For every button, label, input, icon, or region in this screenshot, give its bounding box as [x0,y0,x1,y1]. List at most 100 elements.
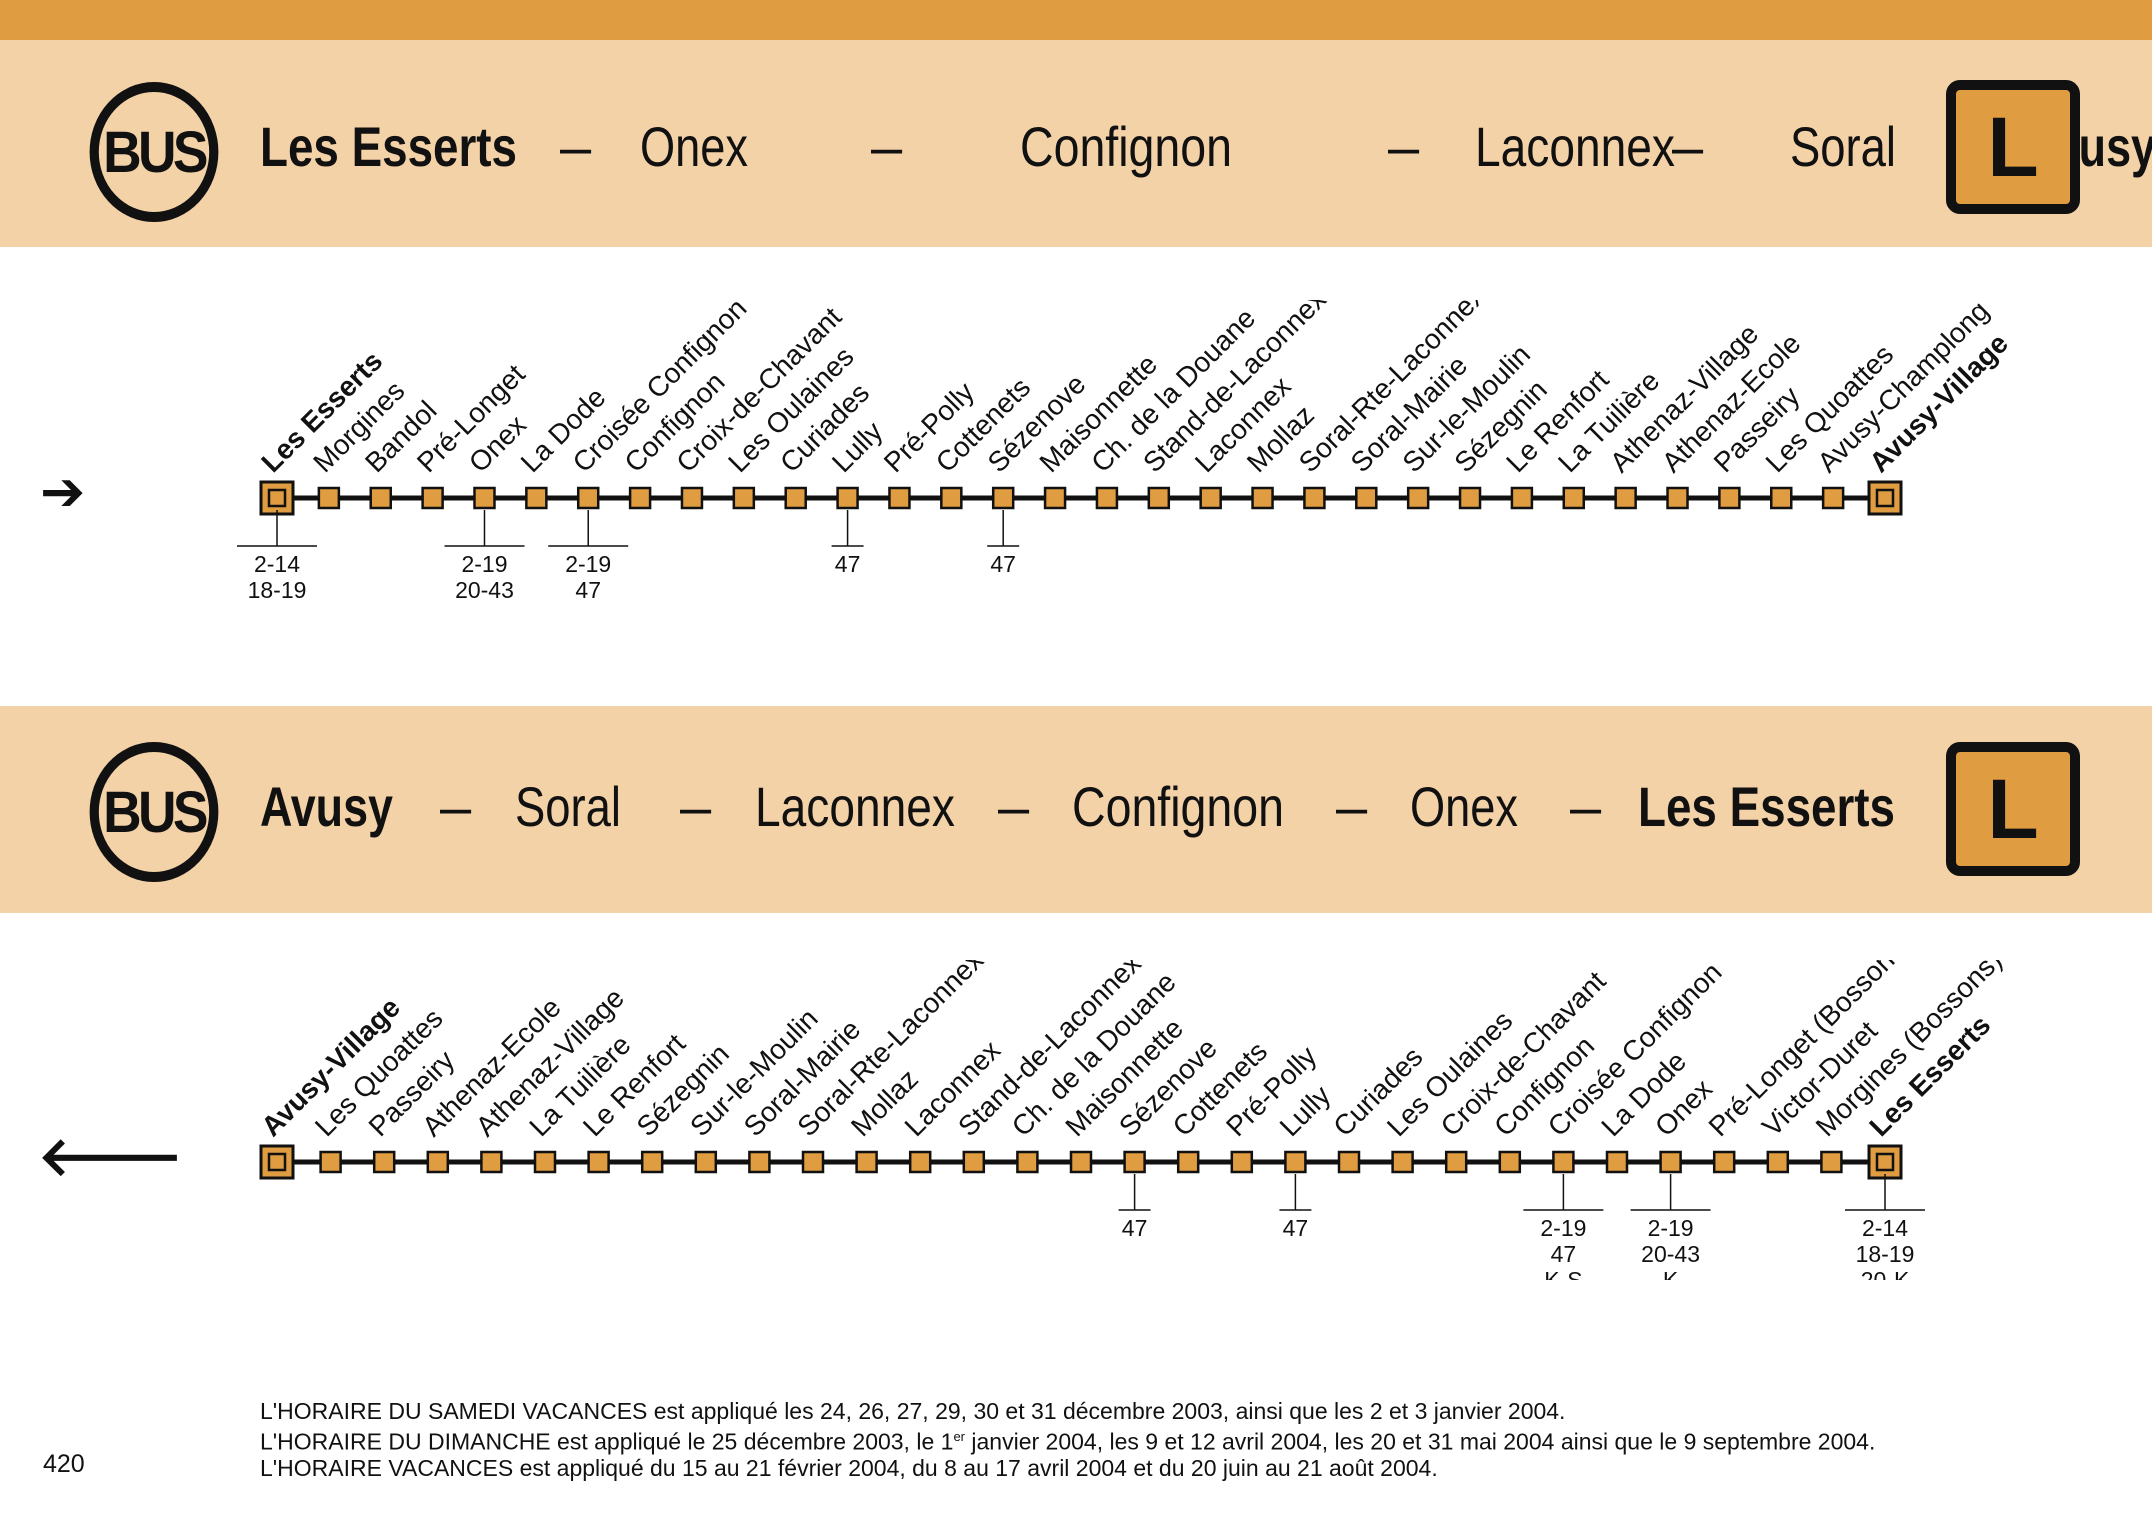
line-badge: L [1946,742,2080,876]
stop-marker [1867,480,1903,516]
stop-marker [1766,1150,1790,1174]
title-separator: – [998,774,1030,838]
stop-marker [1458,486,1482,510]
stop-marker [855,1150,878,1174]
stop-marker [801,1150,825,1174]
top-accent-bar [0,0,2152,40]
connection-info: 47 [831,510,864,577]
stop-marker [317,486,341,510]
stop-marker [748,1150,771,1174]
connection-line-label: 2-19 [565,551,611,577]
connection-line-label: K [1663,1267,1679,1280]
stop-marker [1666,486,1689,510]
connection-line-label: 2-19 [1648,1215,1694,1241]
connection-line-label: 47 [990,551,1016,577]
stop-marker [369,486,392,510]
title-separator: – [1672,114,1704,178]
stop-marker [1552,1150,1575,1174]
stop-marker [784,486,807,510]
stop-marker [1712,1150,1736,1174]
stop-marker [991,486,1015,510]
schedule-footnotes: L'HORAIRE DU SAMEDI VACANCES est appliqu… [260,1398,1875,1481]
title-stop-name: Onex [1410,774,1518,838]
stop-marker [576,486,600,510]
stop-marker [587,1150,610,1174]
connection-line-label: K-S [1544,1267,1582,1280]
stop-marker [1147,486,1171,510]
stop-diagram-outbound: Les Esserts2-1418-1920-KMorginesBandolPr… [237,300,2014,600]
stop-marker [533,1150,557,1174]
stop-marker [1659,1150,1682,1174]
stop-marker [1251,486,1274,510]
connection-line-label: 47 [1283,1215,1309,1241]
title-separator: – [1570,774,1602,838]
stop-marker [1510,486,1534,510]
page-number: 420 [43,1450,85,1478]
stop-marker [1123,1150,1146,1174]
stop-marker [1391,1150,1414,1174]
bus-logo-icon: BUS [89,82,219,222]
stop-marker [836,486,859,510]
stop-marker [1016,1150,1039,1174]
title-separator: – [680,774,712,838]
stop-marker [962,1150,986,1174]
connection-line-label: 2-19 [461,551,507,577]
title-stop-name: Confignon [1020,114,1232,178]
stop-marker [1199,486,1222,510]
connection-info: 47 [987,510,1020,577]
stop-marker [694,1150,718,1174]
connection-info: 47 [1118,1174,1151,1241]
connection-line-label: 2-19 [1540,1215,1586,1241]
title-separator: – [1336,774,1368,838]
title-stop-name: Soral [1790,114,1896,178]
stop-marker [1605,1150,1629,1174]
connection-line-label: 47 [1551,1241,1577,1267]
stop-marker [473,486,496,510]
stop-marker [1406,486,1430,510]
stop-marker [1284,1150,1307,1174]
direction-arrow-left-icon: 🡐 [38,1127,183,1187]
stop-marker [1821,486,1845,510]
stop-marker [525,486,548,510]
stop-marker [1303,486,1326,510]
stop-marker [1095,486,1119,510]
stop-marker [732,486,756,510]
direction-arrow-right-icon: ➔ [40,462,86,522]
stop-marker [1230,1150,1254,1174]
stop-marker [421,486,444,510]
stop-marker [1770,486,1793,510]
stop-marker [888,486,911,510]
connection-line-label: 2-14 [1862,1215,1908,1241]
stop-marker [1043,486,1067,510]
title-separator: – [440,774,472,838]
connection-line-label: 2-14 [254,551,300,577]
connection-line-label: 20-43 [1641,1241,1700,1267]
route-header-outbound: BUS Les Esserts – Onex – Confignon – Laconnex –… [0,40,2152,247]
footnote-line: L'HORAIRE VACANCES est appliqué du 15 au… [260,1454,1438,1481]
line-badge: L [1946,80,2080,214]
title-stop-name: Les Esserts [1638,774,1895,838]
connection-line-label: 47 [835,551,861,577]
stop-marker [480,1150,503,1174]
title-stop-name: Avusy [260,774,393,838]
title-separator: – [560,114,592,178]
title-stop-name: Confignon [1072,774,1284,838]
stop-marker [372,1150,396,1174]
stop-marker [1718,486,1741,510]
title-stop-name: Onex [640,114,748,178]
stop-marker [1069,1150,1093,1174]
stop-marker [908,1150,932,1174]
route-header-return: BUS Avusy – Soral – Laconnex – Confignon – Onex –… [0,706,2152,913]
stop-marker [1355,486,1378,510]
bus-logo-icon: BUS [89,742,219,882]
footnote-line: L'HORAIRE DU SAMEDI VACANCES est appliqu… [260,1398,1566,1424]
title-separator: – [1388,114,1420,178]
stop-marker [259,1144,295,1180]
stop-marker [1614,486,1637,510]
